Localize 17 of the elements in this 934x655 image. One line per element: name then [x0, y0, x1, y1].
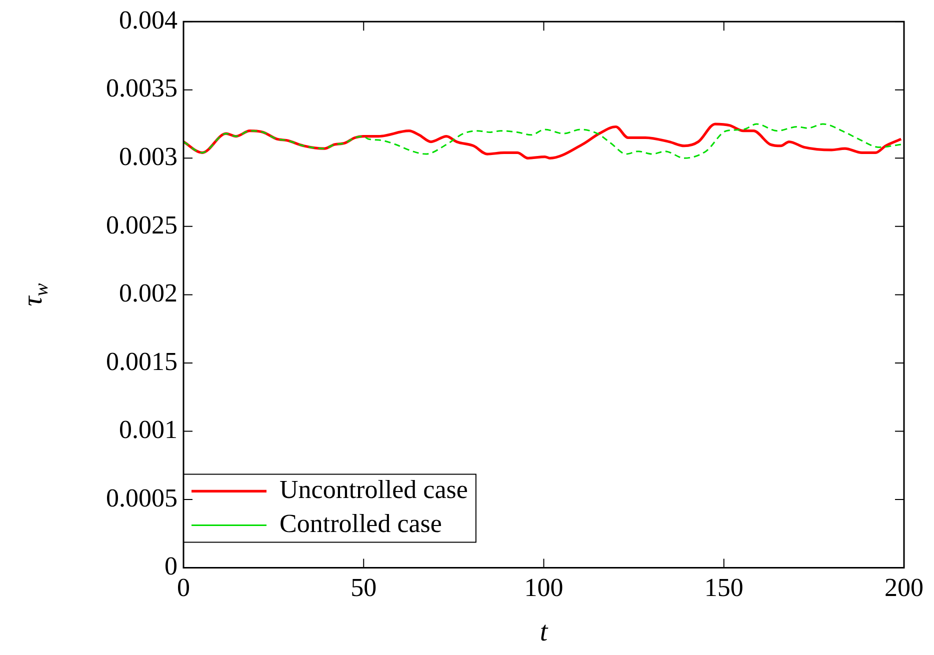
y-tick-label: 0.001 [119, 415, 178, 444]
x-tick-label: 150 [704, 573, 744, 602]
legend-label: Controlled case [280, 509, 442, 538]
y-tick-label: 0.002 [119, 278, 178, 308]
y-tick-label: 0.003 [119, 142, 178, 171]
y-tick-label: 0.0015 [106, 346, 178, 376]
y-axis-title: τw [17, 283, 53, 306]
legend-label: Uncontrolled case [280, 475, 468, 504]
x-tick-label: 200 [884, 573, 924, 602]
y-tick-label: 0 [164, 552, 178, 581]
y-tick-label: 0.0035 [106, 74, 178, 103]
y-tick-label: 0.0005 [106, 483, 178, 512]
x-tick-label: 100 [524, 573, 564, 602]
x-axis-title: t [540, 616, 549, 648]
y-tick-label: 0.004 [119, 5, 178, 34]
y-tick-label: 0.0025 [106, 210, 178, 240]
x-tick-label: 50 [350, 573, 377, 602]
